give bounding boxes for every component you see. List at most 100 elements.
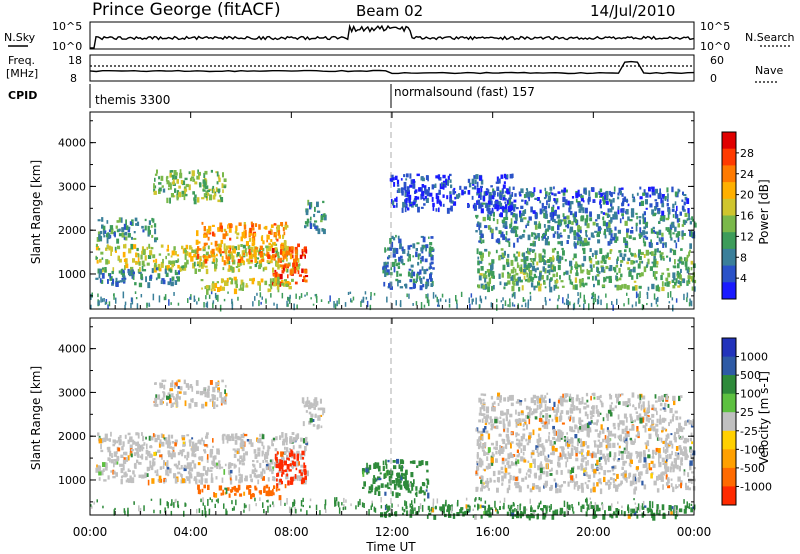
data-cell (553, 478, 556, 482)
ground-scatter-cell (203, 302, 205, 308)
data-cell (590, 416, 593, 420)
data-cell (100, 251, 104, 255)
data-cell (147, 479, 150, 486)
data-cell (684, 261, 688, 267)
data-cell (168, 182, 172, 188)
data-cell (479, 476, 482, 479)
ground-scatter-cell (567, 293, 569, 299)
data-cell (404, 204, 407, 207)
data-cell (124, 434, 127, 439)
data-cell (658, 229, 662, 236)
data-cell (579, 438, 582, 442)
data-cell (665, 455, 668, 460)
data-cell (139, 455, 143, 459)
data-cell (283, 460, 287, 466)
data-cell (553, 198, 556, 202)
data-cell (445, 179, 448, 185)
ground-scatter-cell (344, 302, 347, 307)
data-cell (526, 442, 530, 446)
data-cell (513, 220, 518, 224)
data-cell (584, 218, 588, 223)
data-cell (597, 279, 600, 286)
data-cell (499, 281, 502, 286)
data-cell (495, 440, 498, 447)
data-cell (659, 253, 663, 258)
data-cell (196, 253, 200, 259)
data-cell (629, 452, 633, 457)
data-cell (203, 242, 207, 247)
data-cell (304, 470, 307, 475)
data-cell (242, 455, 246, 461)
data-cell (491, 259, 495, 264)
data-cell (175, 463, 178, 468)
data-cell (310, 413, 314, 418)
data-cell (620, 260, 624, 263)
data-cell (108, 229, 111, 233)
ground-scatter-cell (370, 295, 372, 301)
data-cell (661, 430, 664, 433)
data-cell (503, 217, 506, 221)
data-cell (297, 475, 301, 479)
data-cell (669, 257, 671, 262)
data-cell (447, 175, 450, 180)
data-cell (415, 491, 418, 497)
data-cell (484, 481, 488, 484)
data-cell (305, 249, 308, 254)
ground-scatter-cell (557, 298, 559, 302)
data-cell (583, 457, 587, 460)
data-cell (681, 235, 684, 240)
data-cell (508, 241, 511, 247)
data-cell (690, 453, 693, 460)
ground-scatter-cell (124, 304, 126, 310)
freq-tick-top: 18 (68, 54, 82, 67)
data-cell (100, 443, 102, 450)
data-cell (672, 464, 675, 469)
data-cell (531, 411, 535, 415)
data-cell (251, 246, 254, 252)
ground-scatter-cell (656, 304, 659, 307)
data-cell (680, 257, 683, 262)
data-cell (287, 281, 290, 284)
data-cell (681, 231, 684, 237)
data-cell (506, 174, 509, 179)
data-cell (599, 248, 603, 254)
data-cell (661, 194, 665, 198)
data-cell (613, 452, 617, 457)
ground-scatter-cell (577, 297, 580, 303)
data-cell (645, 236, 649, 240)
ground-scatter-cell (529, 295, 532, 301)
data-cell (452, 189, 455, 195)
data-cell (573, 241, 576, 247)
data-cell (490, 264, 494, 271)
data-cell (545, 457, 549, 463)
data-cell (484, 202, 487, 208)
data-cell (539, 473, 542, 480)
data-cell (474, 205, 477, 211)
data-cell (502, 418, 505, 425)
data-cell (194, 268, 197, 274)
data-cell (655, 202, 659, 208)
data-cell (167, 450, 171, 455)
data-cell (477, 430, 481, 434)
data-cell (291, 439, 294, 442)
data-cell (301, 248, 304, 253)
ground-scatter-cell (655, 298, 658, 305)
data-cell (485, 484, 488, 487)
data-cell (144, 225, 147, 231)
data-cell (368, 490, 372, 494)
data-cell (476, 216, 478, 219)
data-cell (282, 255, 285, 261)
data-cell (276, 453, 278, 457)
data-cell (95, 243, 98, 247)
data-cell (580, 448, 584, 453)
data-cell (252, 239, 256, 246)
data-cell (484, 505, 487, 511)
data-cell (172, 260, 176, 266)
data-cell (621, 284, 624, 289)
data-cell (112, 443, 116, 447)
data-cell (170, 255, 173, 258)
data-cell (659, 402, 663, 407)
data-cell (167, 187, 170, 191)
data-cell (606, 441, 610, 446)
data-cell (430, 255, 434, 261)
